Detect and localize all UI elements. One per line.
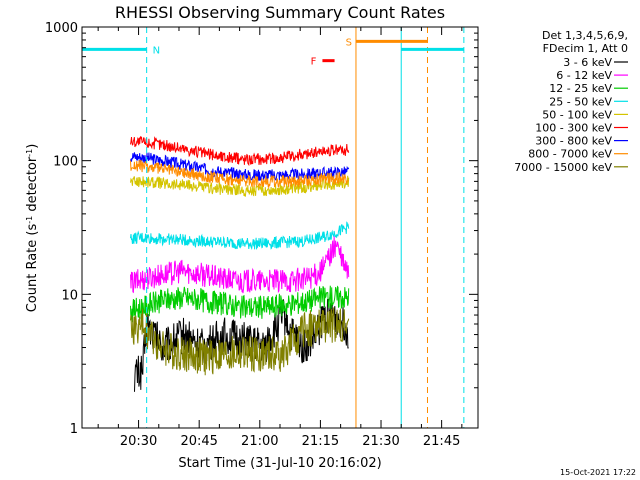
x-axis-label: Start Time (31-Jul-10 20:16:02) [178, 456, 381, 471]
series-line-800-7000-kev [130, 159, 349, 189]
legend-header-line: FDecim 1, Att 0 [543, 42, 628, 55]
series-group [130, 135, 350, 392]
state-bar-label-n: N [153, 45, 160, 56]
series-line-100-300-kev [130, 135, 350, 167]
legend-label-800-7000-kev: 800 - 7000 keV [528, 148, 612, 161]
series-line-7000-15000-kev [130, 307, 350, 376]
x-tick-label: 21:30 [362, 434, 399, 449]
legend-label-12-25-kev: 12 - 25 keV [549, 82, 612, 95]
y-axis-label-sup1: -1 [25, 216, 34, 224]
y-tick-label: 1 [70, 422, 78, 437]
series-line-300-800-kev [130, 152, 350, 182]
x-tick-label: 20:45 [180, 434, 217, 449]
state-bar-label-f: F [311, 57, 317, 68]
y-axis-label-sup2: -1 [25, 149, 34, 157]
y-axis-label-mid: detector [25, 156, 40, 216]
x-tick-label: 21:45 [423, 434, 460, 449]
legend-header-line: Det 1,3,4,5,6,9, [542, 29, 628, 42]
y-axis-label-end: ) [25, 144, 40, 149]
series-line-50-100-kev [130, 175, 350, 197]
series-line-25-50-kev [130, 221, 350, 251]
legend: Det 1,3,4,5,6,9,FDecim 1, Att 03 - 6 keV… [514, 29, 628, 174]
x-tick-label: 21:15 [302, 434, 339, 449]
x-tick-label: 20:30 [120, 434, 157, 449]
legend-label-50-100-kev: 50 - 100 keV [542, 108, 612, 121]
y-axis-label: Count Rate (s-1 detector-1) [25, 144, 41, 313]
legend-label-6-12-kev: 6 - 12 keV [556, 69, 612, 82]
legend-label-100-300-kev: 100 - 300 keV [535, 122, 612, 135]
x-tick-label: 21:00 [241, 434, 278, 449]
state-bar-label-s: S [346, 37, 352, 48]
axes-group: 20:30 20:45 21:00 21:15 21:30 21:45 1 10 100 1000 [45, 21, 479, 449]
series-line-12-25-kev [130, 285, 350, 323]
y-tick-label: 1000 [45, 21, 78, 36]
footer-date: 15-Oct-2021 17:22 [560, 468, 636, 477]
series-line-6-12-kev [130, 236, 350, 294]
y-tick-label: 10 [61, 288, 78, 303]
legend-label-25-50-kev: 25 - 50 keV [549, 95, 612, 108]
y-tick-label: 100 [53, 155, 78, 170]
legend-label-3-6-kev: 3 - 6 keV [563, 56, 612, 69]
chart-title: RHESSI Observing Summary Count Rates [115, 3, 445, 22]
legend-label-300-800-kev: 300 - 800 keV [535, 135, 612, 148]
y-axis-label-main: Count Rate (s [25, 224, 40, 313]
legend-label-7000-15000-kev: 7000 - 15000 keV [514, 161, 612, 174]
plot-background [82, 27, 478, 428]
plot-area [82, 27, 478, 428]
